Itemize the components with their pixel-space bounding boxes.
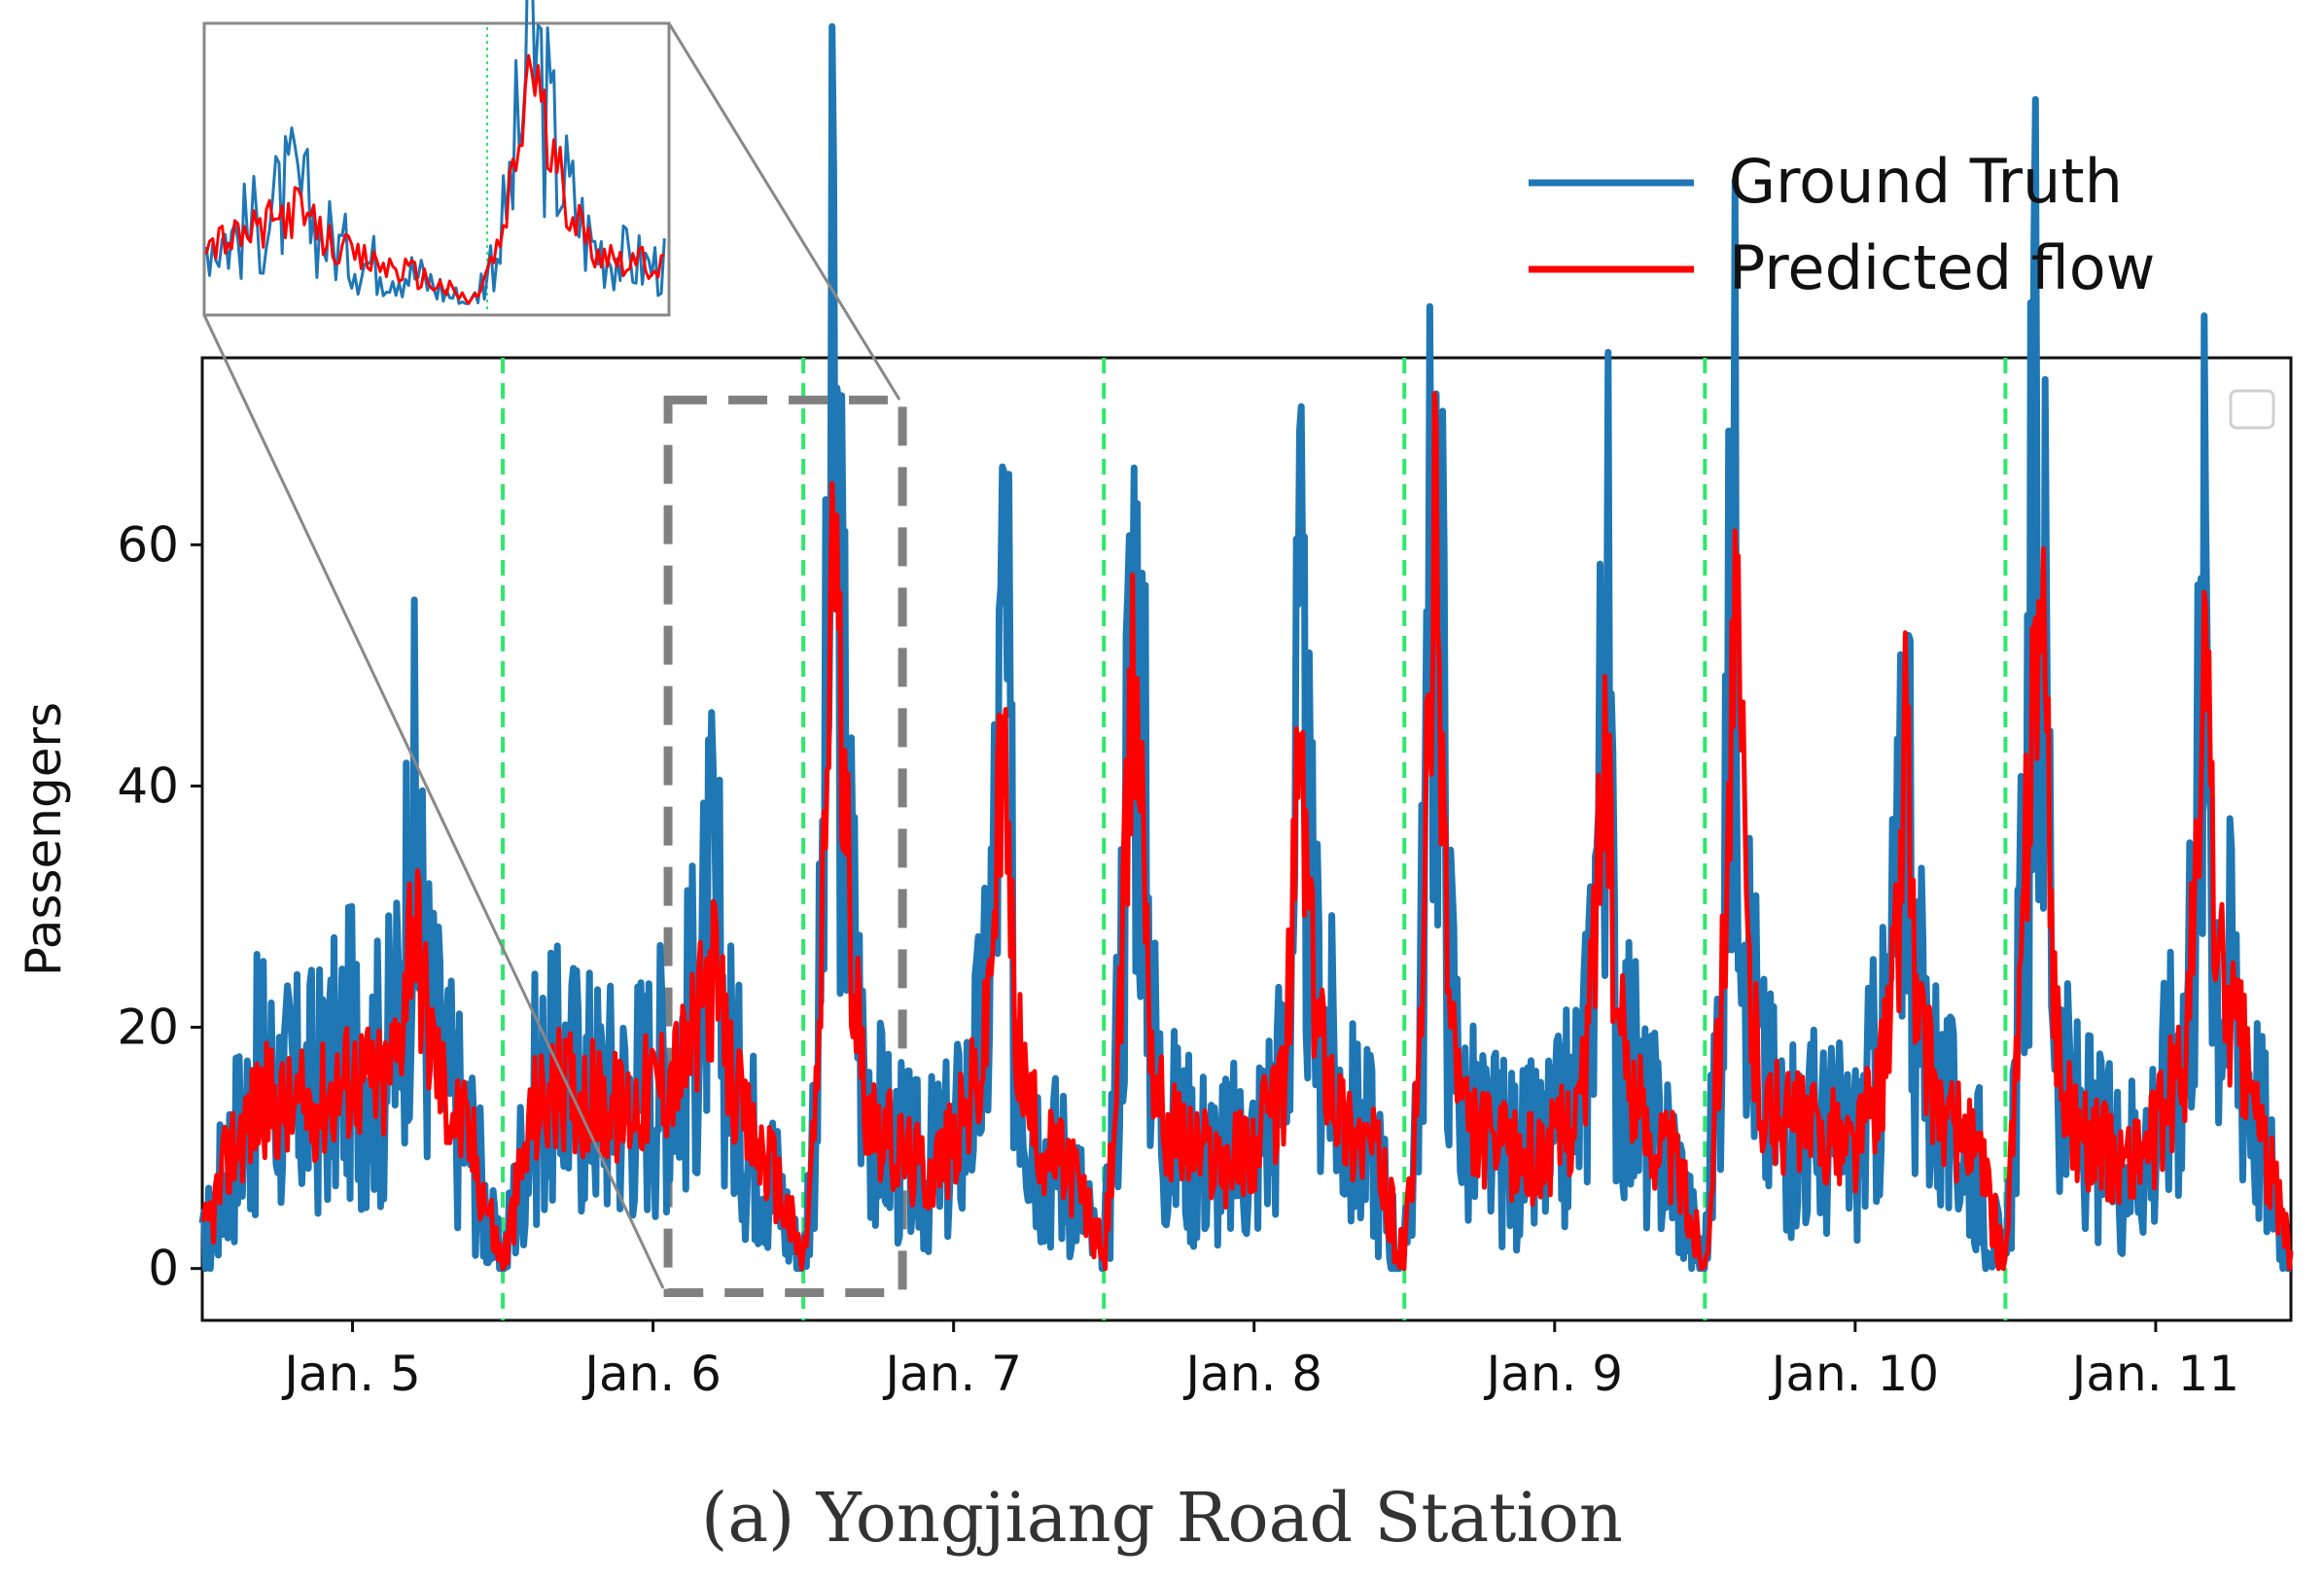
x-tick-label-5: Jan. 10 <box>1769 1346 1940 1402</box>
x-tick-label-3: Jan. 8 <box>1182 1346 1322 1402</box>
legend: Ground Truth Predicted flow <box>1529 146 2155 303</box>
tick-layer: Jan. 5 Jan. 6 Jan. 7 Jan. 8 Jan. 9 Jan. 10 Jan… <box>117 516 2239 1402</box>
series-layer <box>198 22 2294 1273</box>
y-tick-label-0: 0 <box>148 1241 179 1297</box>
y-tick-label-3: 60 <box>117 516 179 573</box>
plot-frame <box>200 356 2293 1322</box>
empty-legend-box <box>2229 389 2275 430</box>
inset-series-line-1 <box>204 53 665 305</box>
series-line-0 <box>198 22 2293 1273</box>
y-tick-label-1: 20 <box>117 1000 179 1056</box>
x-tick-label-1: Jan. 6 <box>581 1346 722 1402</box>
inset-layer <box>204 0 666 305</box>
x-tick-label-2: Jan. 7 <box>882 1346 1022 1402</box>
connector-line-left <box>202 314 665 1289</box>
series-line-1 <box>200 391 2294 1272</box>
zoom-box <box>663 395 907 1297</box>
x-tick-label-4: Jan. 9 <box>1483 1346 1623 1402</box>
zoom-box-layer <box>663 395 907 1297</box>
y-tick-label-2: 40 <box>117 757 179 814</box>
x-tick-label-6: Jan. 11 <box>2069 1346 2240 1402</box>
x-tick-label-0: Jan. 5 <box>281 1346 421 1402</box>
figure-caption: (a) Yongjiang Road Station <box>701 1478 1623 1558</box>
inset-series-line-0 <box>204 0 666 305</box>
connector-line-right <box>667 22 901 401</box>
y-axis-label: Passengers <box>16 702 72 976</box>
day-separator-layer <box>501 358 2008 1320</box>
inset-frame <box>202 21 671 317</box>
legend-label-ground-truth: Ground Truth <box>1729 146 2123 217</box>
legend-label-predicted-flow: Predicted flow <box>1729 232 2155 303</box>
